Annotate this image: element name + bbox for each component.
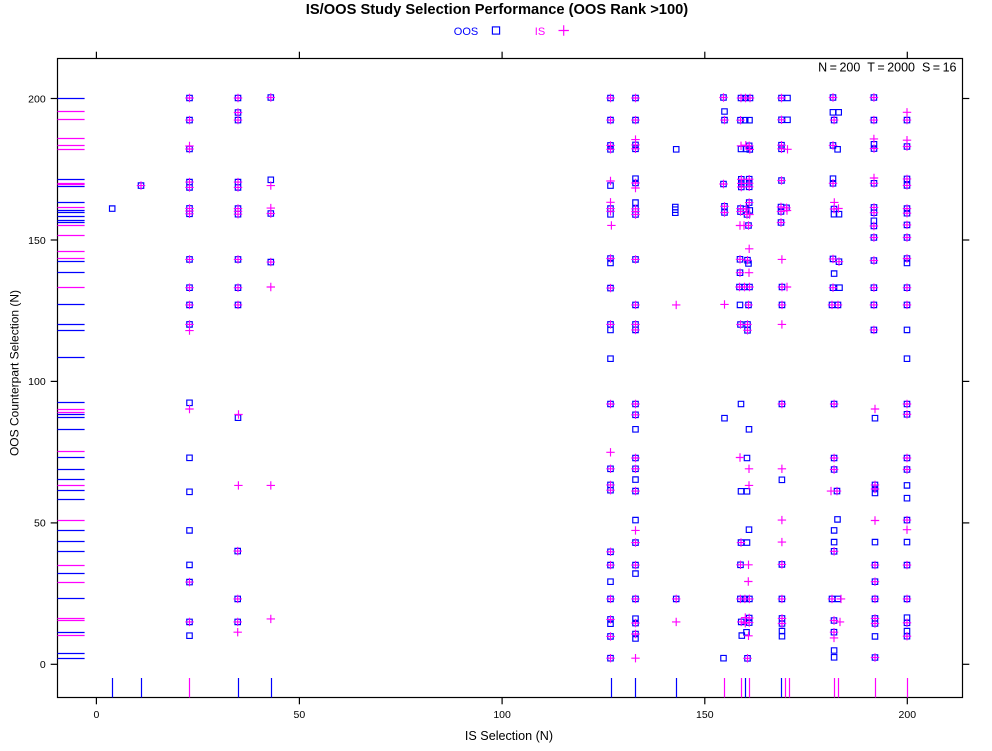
svg-text:200: 200 <box>28 93 46 105</box>
svg-text:200: 200 <box>899 709 917 721</box>
svg-text:50: 50 <box>294 709 306 721</box>
svg-text:150: 150 <box>28 235 46 247</box>
svg-text:IS Selection (N): IS Selection (N) <box>465 729 553 743</box>
svg-text:OOS: OOS <box>454 26 478 38</box>
svg-text:50: 50 <box>34 518 46 530</box>
svg-text:N = 200 T = 2000 S = 16: N = 200 T = 2000 S = 16 <box>818 61 956 75</box>
svg-text:0: 0 <box>93 709 99 721</box>
svg-text:IS: IS <box>535 26 545 38</box>
svg-text:IS/OOS Study Selection Perform: IS/OOS Study Selection Performance (OOS … <box>306 2 689 18</box>
svg-text:100: 100 <box>28 376 46 388</box>
svg-text:0: 0 <box>40 659 46 671</box>
svg-text:150: 150 <box>696 709 714 721</box>
svg-text:100: 100 <box>493 709 511 721</box>
svg-text:OOS Counterpart Selection (N): OOS Counterpart Selection (N) <box>8 290 22 456</box>
